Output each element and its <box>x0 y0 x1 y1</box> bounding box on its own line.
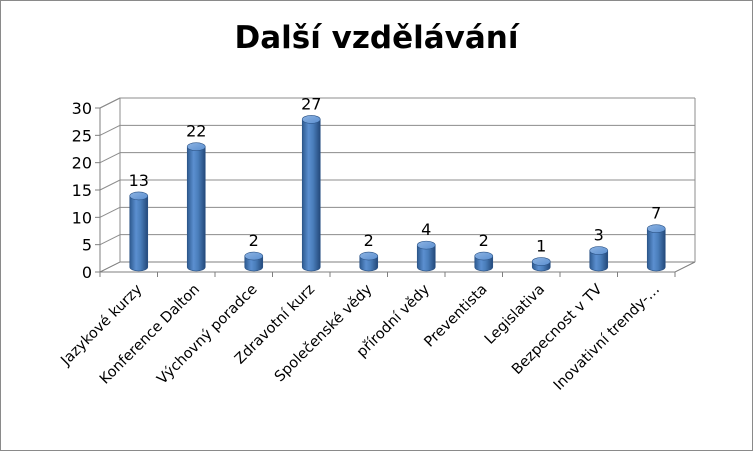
data-label: 1 <box>536 237 546 256</box>
y-tick-label: 25 <box>72 126 92 145</box>
bar <box>646 224 666 272</box>
bar-body <box>416 244 436 272</box>
side-wall-top <box>99 97 121 109</box>
chart-title: Další vzdělávání <box>234 20 519 56</box>
data-label: 13 <box>129 171 149 190</box>
bar-cap <box>359 251 379 261</box>
bar-body <box>129 195 149 272</box>
bar-cap <box>129 191 149 201</box>
bars <box>129 115 666 272</box>
bar-body <box>301 119 321 272</box>
gridline-side <box>99 179 121 191</box>
x-tick-label: Konference Dalton <box>97 282 203 388</box>
gridline-side <box>99 234 121 246</box>
bar <box>301 115 321 272</box>
bar-body <box>589 250 609 272</box>
x-tick-label: Společenské vědy <box>272 281 376 385</box>
y-tick-label: 0 <box>82 263 92 282</box>
data-label: 2 <box>479 231 489 250</box>
bar <box>129 191 149 272</box>
gridline-side <box>99 124 121 136</box>
bar-cap <box>646 224 666 234</box>
bar-cap <box>186 142 206 152</box>
bar-cap <box>244 251 264 261</box>
bar-cap <box>589 246 609 255</box>
bar <box>589 246 609 272</box>
y-tick-label: 10 <box>72 208 92 227</box>
bar-cap <box>531 257 551 266</box>
y-tick-label: 5 <box>82 236 92 255</box>
axes <box>95 97 696 277</box>
data-label: 27 <box>301 94 321 113</box>
x-tick-label: Výchovný poradce <box>154 281 260 387</box>
bar <box>531 257 551 272</box>
bar-cap <box>301 115 321 124</box>
bar <box>244 251 264 272</box>
y-tick-label: 15 <box>72 181 92 200</box>
bar-body <box>646 228 666 272</box>
gridline-side <box>99 152 121 164</box>
bar <box>186 142 206 272</box>
x-tick-label: Inovativní trendy-… <box>551 282 663 394</box>
data-label: 3 <box>594 226 604 245</box>
gridlines <box>99 97 696 273</box>
data-label: 7 <box>651 204 661 223</box>
data-label: 22 <box>186 122 206 141</box>
y-tick-label: 20 <box>72 154 92 173</box>
bar <box>416 240 436 272</box>
data-label: 2 <box>364 231 374 250</box>
bar-cap <box>416 240 436 250</box>
data-label: 4 <box>421 220 431 239</box>
bar <box>359 251 379 272</box>
bar-cap <box>474 251 494 261</box>
gridline-side <box>99 206 121 218</box>
bar-body <box>186 146 206 272</box>
bar <box>474 251 494 272</box>
y-tick-label: 30 <box>72 99 92 118</box>
data-label: 2 <box>249 231 259 250</box>
